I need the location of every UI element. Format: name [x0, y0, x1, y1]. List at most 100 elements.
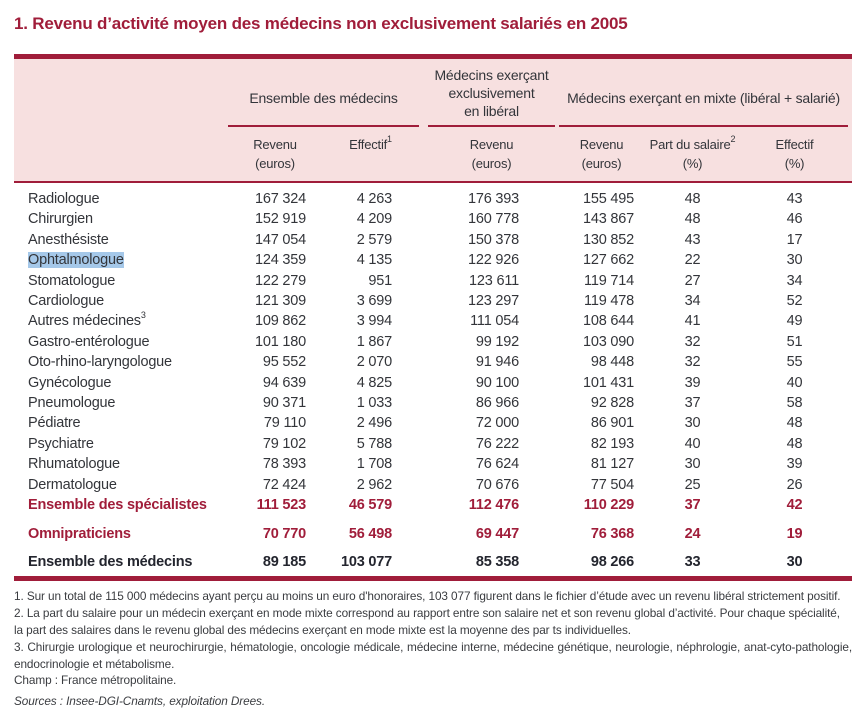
cell-value: 2 496 [356, 415, 392, 432]
cell-value: 41 [684, 313, 701, 330]
specialty-label: Ensemble des médecins [28, 553, 193, 570]
data-table: Radiologue 167 324 4 263 176 393 155 495 48 43… [14, 183, 852, 576]
group-header-liberal: Médecins exerçant exclusivement en libér… [434, 67, 549, 119]
cell-value: 46 [786, 211, 803, 228]
cell-value: 77 504 [590, 476, 634, 493]
specialty-label: Stomatologue [28, 272, 116, 289]
cell-value: 34 [684, 293, 701, 310]
cell-value: 76 624 [475, 456, 519, 473]
specialty-name-cell: Omnipraticiens [14, 516, 228, 544]
table-row: Autres médecines3 109 862 3 994 111 054 108 … [14, 311, 852, 331]
specialty-name-cell: Dermatologue [14, 475, 228, 495]
group-rule [428, 125, 555, 127]
cell-value: 69 447 [475, 525, 519, 542]
cell-value: 26 [786, 476, 803, 493]
cell-value: 122 279 [254, 272, 306, 289]
cell-value: 86 901 [590, 415, 634, 432]
table-row: Rhumatologue 78 393 1 708 76 624 81 127 30 39 [14, 454, 852, 474]
cell-value: 103 077 [340, 553, 392, 570]
cell-value: 111 054 [470, 313, 519, 330]
cell-value: 22 [684, 252, 701, 269]
cell-value: 5 788 [356, 435, 392, 452]
cell-value: 43 [684, 231, 701, 248]
cell-value: 150 378 [467, 231, 519, 248]
footnote-2: 2. La part du salaire pour un médecin ex… [14, 606, 840, 637]
group-header-mixte: Médecins exerçant en mixte (libéral + sa… [567, 90, 840, 106]
specialty-name-cell: Pneumologue [14, 393, 228, 413]
sources-note: Sources : Insee-DGI-Cnamts, exploitation… [14, 694, 266, 709]
cell-value: 37 [684, 395, 701, 412]
cell-value: 122 926 [467, 252, 519, 269]
group-rule [559, 125, 848, 127]
table-row: Psychiatre 79 102 5 788 76 222 82 193 40 48 [14, 434, 852, 454]
specialty-name-cell: Gynécologue [14, 373, 228, 393]
footnote-ref: 1 [387, 134, 392, 144]
champ-note: Champ : France métropolitaine. [14, 673, 177, 688]
cell-value: 17 [786, 231, 803, 248]
cell-value: 25 [684, 476, 701, 493]
group-rule [228, 125, 419, 127]
table-row: Pédiatre 79 110 2 496 72 000 86 901 30 48 [14, 413, 852, 433]
specialty-name-cell: Psychiatre [14, 434, 228, 454]
cell-value: 43 [786, 191, 803, 207]
cell-value: 42 [786, 497, 803, 514]
specialty-name-cell: Pédiatre [14, 413, 228, 433]
cell-value: 85 358 [475, 553, 519, 570]
cell-value: 30 [786, 252, 803, 269]
cell-value: 92 828 [590, 395, 634, 412]
specialty-name-cell: Gastro-entérologue [14, 332, 228, 352]
specialty-label: Autres médecines [28, 313, 141, 330]
cell-value: 30 [684, 415, 701, 432]
cell-value: 98 448 [590, 354, 634, 371]
specialty-label: Radiologue [28, 191, 100, 207]
cell-value: 121 309 [254, 293, 306, 310]
cell-value: 48 [684, 211, 701, 228]
cell-value: 123 297 [467, 293, 519, 310]
column-header-revenu-liberal: Revenu (euros) [469, 137, 514, 171]
selected-text-highlight[interactable]: Ophtalmologue [28, 252, 124, 269]
header-rule [14, 181, 852, 183]
specialty-name-cell: Ensemble des spécialistes [14, 495, 228, 515]
specialty-name-cell: Autres médecines3 [14, 311, 228, 331]
cell-value: 4 825 [356, 374, 392, 391]
cell-value: 39 [786, 456, 803, 473]
cell-value: 94 639 [262, 374, 306, 391]
column-header-revenu-mixte: Revenu (euros) [579, 137, 624, 171]
column-header-effectif-mixte: Effectif (%) [775, 137, 814, 171]
cell-value: 72 424 [262, 476, 306, 493]
cell-value: 33 [684, 553, 701, 570]
group-header-ensemble: Ensemble des médecins [249, 90, 398, 106]
cell-value: 124 359 [254, 252, 306, 269]
cell-value: 46 579 [348, 497, 392, 514]
table-row: Stomatologue 122 279 951 123 611 119 714 27 34 [14, 271, 852, 291]
table-row: Chirurgien 152 919 4 209 160 778 143 867 48 46 [14, 209, 852, 229]
cell-value: 101 431 [582, 374, 634, 391]
cell-value: 30 [786, 553, 803, 570]
cell-value: 48 [684, 191, 701, 207]
cell-value: 30 [684, 456, 701, 473]
cell-value: 127 662 [582, 252, 634, 269]
statistics-table: Ensemble des médecins Médecins exerçant … [14, 54, 852, 582]
cell-value: 81 127 [590, 456, 634, 473]
cell-value: 91 946 [475, 354, 519, 371]
cell-value: 78 393 [262, 456, 306, 473]
cell-value: 76 368 [590, 525, 634, 542]
cell-value: 56 498 [348, 525, 392, 542]
specialty-label: Anesthésiste [28, 231, 109, 248]
cell-value: 108 644 [582, 313, 634, 330]
table-row: Dermatologue 72 424 2 962 70 676 77 504 25 26 [14, 475, 852, 495]
specialty-label: Omnipraticiens [28, 525, 131, 542]
specialty-label: Pédiatre [28, 415, 81, 432]
cell-value: 2 962 [356, 476, 392, 493]
cell-value: 89 185 [262, 553, 306, 570]
specialty-name-cell: Rhumatologue [14, 454, 228, 474]
cell-value: 72 000 [475, 415, 519, 432]
table-row: Omnipraticiens 70 770 56 498 69 447 76 368 24… [14, 516, 852, 544]
specialty-name-cell: Stomatologue [14, 271, 228, 291]
cell-value: 19 [786, 525, 803, 542]
specialty-label: Chirurgien [28, 211, 93, 228]
cell-value: 48 [786, 435, 803, 452]
table-row: Ensemble des médecins 89 185 103 077 85 358… [14, 544, 852, 576]
bottom-rule [14, 576, 852, 582]
column-header-effectif-ensemble: Effectif1 [349, 134, 392, 153]
